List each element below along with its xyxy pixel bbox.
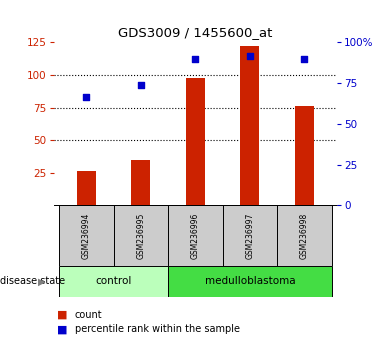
Bar (59, 266, 168, 297)
Point (301, 57, 308, 62)
Text: control: control (95, 276, 132, 286)
Point (83, 95, 89, 100)
Bar (168, 266, 332, 297)
Text: count: count (75, 310, 102, 320)
Bar (295, 106, 314, 205)
Bar (223, 205, 277, 266)
Text: GSM236997: GSM236997 (246, 212, 254, 259)
Text: ■: ■ (57, 310, 68, 320)
Text: disease state: disease state (0, 276, 65, 286)
Point (138, 82, 144, 88)
Bar (114, 205, 168, 266)
Bar (277, 205, 332, 266)
Text: GSM236994: GSM236994 (82, 212, 91, 259)
Text: GSM236998: GSM236998 (300, 212, 309, 258)
Point (247, 53, 253, 58)
Bar (131, 160, 151, 205)
Bar (168, 205, 223, 266)
Bar (59, 205, 114, 266)
Text: medulloblastoma: medulloblastoma (205, 276, 295, 286)
Bar (186, 78, 205, 205)
Text: GSM236995: GSM236995 (136, 212, 145, 259)
Text: GSM236996: GSM236996 (191, 212, 200, 259)
Point (192, 57, 198, 62)
Text: ▶: ▶ (38, 276, 46, 286)
Text: percentile rank within the sample: percentile rank within the sample (75, 324, 240, 334)
Bar (240, 46, 259, 205)
Title: GDS3009 / 1455600_at: GDS3009 / 1455600_at (118, 25, 273, 39)
Bar (77, 171, 96, 205)
Text: ■: ■ (57, 324, 68, 334)
